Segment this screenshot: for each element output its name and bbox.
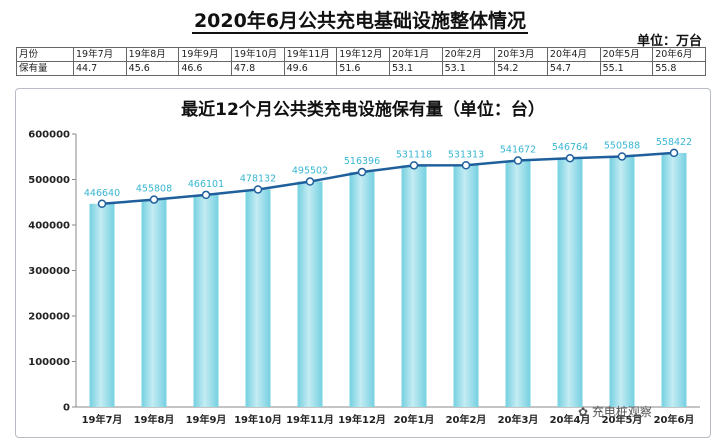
table-cell-value: 53.1 [388,61,443,76]
table-row-months: 月份 19年7月 19年8月 19年9月 19年10月 19年11月 19年12月 20年1… [16,47,706,62]
data-label: 466101 [188,179,224,190]
bar [89,203,115,407]
series-line [101,151,675,206]
bar [349,172,375,407]
table-cell-month: 20年6月 [652,47,706,62]
data-label: 541672 [500,145,536,156]
table-cell-value: 46.6 [178,61,232,76]
main-title: 2020年6月公共充电基础设施整体情况 [191,10,529,34]
table-cell-month: 19年11月 [283,47,338,62]
data-point [669,148,679,158]
x-tick-label: 20年2月 [446,413,487,426]
y-tick-label: 0 [63,403,70,414]
y-tick-label: 500000 [28,175,70,186]
table-cell-month: 20年3月 [494,47,548,62]
bar [609,156,635,407]
table-row-values: 保有量 44.7 45.6 46.6 47.8 49.6 51.6 53.1 53.1 54.2… [16,61,706,76]
bar [297,181,323,407]
table-cell-month: 19年9月 [178,47,232,62]
row-header-stock: 保有量 [16,61,74,76]
x-tick-label: 20年1月 [394,413,435,426]
summary-table: 月份 19年7月 19年8月 19年9月 19年10月 19年11月 19年12月 20年1… [16,47,706,76]
table-cell-month: 19年7月 [73,47,127,62]
table-cell-value: 55.1 [599,61,654,76]
bar [453,165,479,407]
bar [505,160,531,407]
data-point [565,153,575,163]
y-tick-label: 300000 [28,266,70,277]
table-cell-month: 19年10月 [230,47,285,62]
data-point [513,156,523,165]
data-point [617,152,627,161]
data-label: 495502 [292,166,328,177]
table-cell-value: 54.7 [546,61,601,76]
table-cell-month: 20年4月 [546,47,601,62]
data-label: 516396 [344,156,380,167]
bar [193,194,219,407]
y-tick-label: 600000 [28,130,70,141]
data-label: 558422 [656,137,692,148]
row-header-month: 月份 [16,47,74,62]
table-cell-value: 51.6 [336,61,390,76]
bar-chart: 0 100000 200000 300000 400000 500000 600000 19年… [28,130,700,426]
data-label: 455808 [136,184,172,195]
table-cell-value: 54.2 [494,61,548,76]
chart-title: 最近12个月公共类充电设施保有量（单位：台） [181,100,545,120]
table-cell-month: 20年5月 [599,47,654,62]
data-point [201,190,211,200]
data-label: 531313 [448,149,484,160]
table-cell-month: 19年12月 [336,47,390,62]
data-label: 446640 [84,188,120,199]
watermark: ✿ 充电桩观察 [578,403,652,420]
chart-container: 最近12个月公共类充电设施保有量（单位：台） 0 100000 200000 3000… [15,88,711,438]
y-tick-label: 100000 [28,357,70,368]
x-tick-label: 19年8月 [134,413,175,426]
data-label: 478132 [240,173,276,184]
bar [245,189,271,407]
bar [401,165,427,407]
data-point [409,161,419,170]
x-tick-label: 20年4月 [550,413,591,426]
bar [141,199,167,407]
table-cell-value: 44.7 [73,61,127,76]
x-tick-label: 19年7月 [82,413,123,426]
wechat-icon: ✿ [578,405,589,419]
data-label: 531118 [396,149,432,160]
bar [661,152,687,407]
table-cell-value: 45.6 [125,61,180,76]
table-cell-month: 20年1月 [388,47,443,62]
data-point [357,167,367,177]
table-cell-month: 19年8月 [125,47,180,62]
x-tick-label: 20年6月 [654,413,695,426]
data-point [253,185,263,194]
x-tick-label: 20年3月 [498,413,539,426]
x-tick-label: 20年5月 [602,413,643,426]
x-tick-label: 19年10月 [234,413,282,426]
watermark-text: 充电桩观察 [591,405,652,419]
data-point [149,195,159,204]
data-point [97,199,107,209]
data-point [461,161,471,170]
table-cell-value: 49.6 [283,61,338,76]
data-label: 546764 [552,142,588,153]
x-tick-label: 19年12月 [338,413,386,426]
unit-label: 单位：万台 [636,34,702,49]
x-tick-label: 19年9月 [186,413,227,426]
x-tick-label: 19年11月 [286,413,334,426]
table-cell-value: 47.8 [230,61,285,76]
table-cell-value: 55.8 [652,61,706,76]
bar [557,158,583,407]
table-cell-value: 53.1 [441,61,496,76]
data-label: 550588 [604,140,640,151]
data-point [305,177,315,186]
y-tick-label: 200000 [28,312,70,323]
table-cell-month: 20年2月 [441,47,496,62]
y-tick-label: 400000 [28,221,70,232]
